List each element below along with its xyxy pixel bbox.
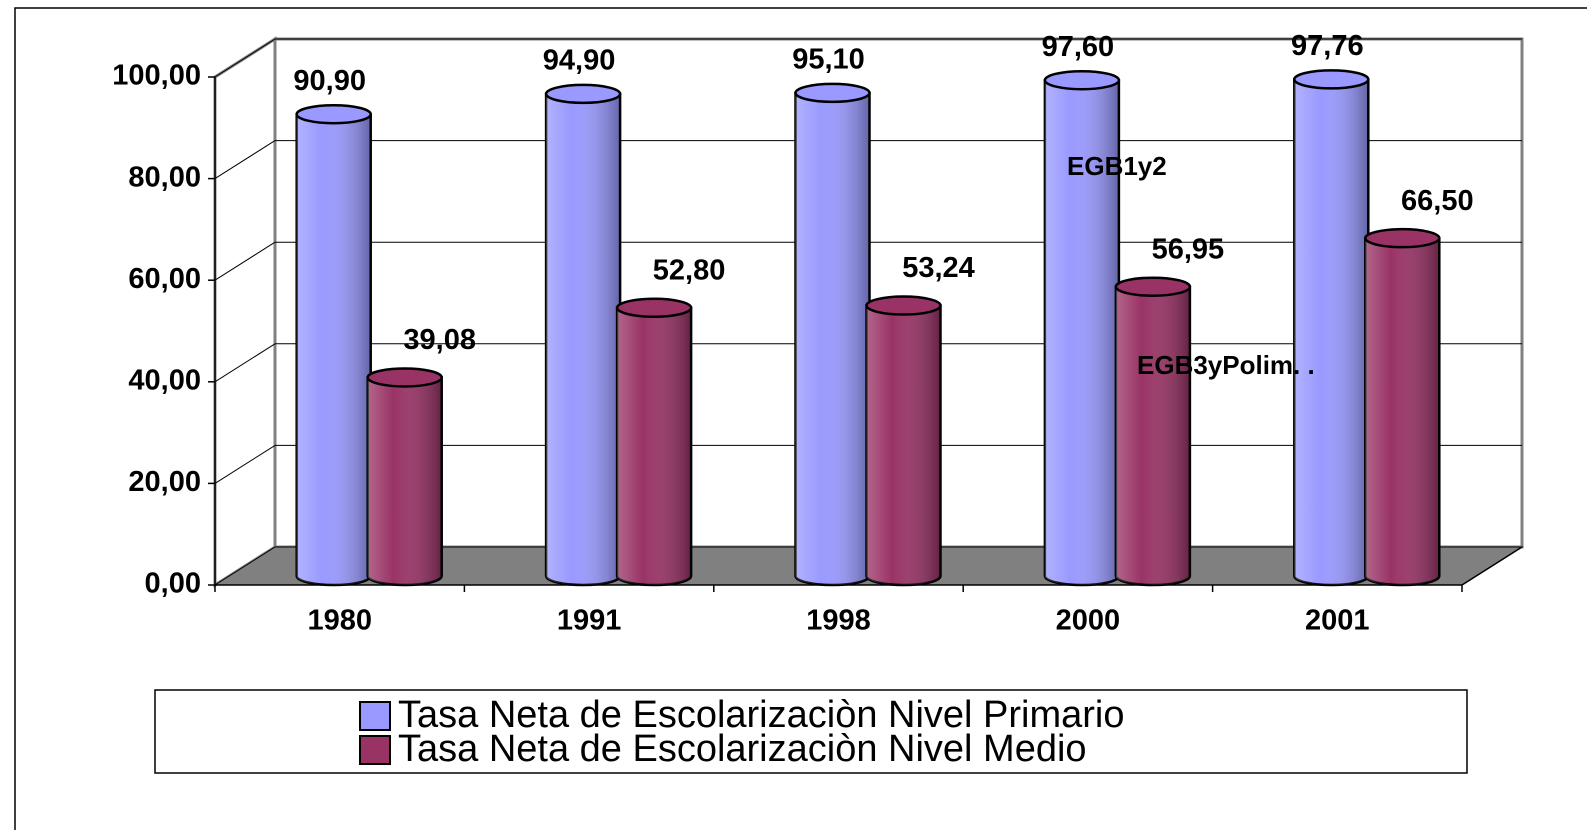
bar-top: [865, 295, 942, 316]
x-tick-label: 1998: [806, 605, 871, 637]
y-tick-label: 60,00: [128, 263, 201, 295]
value-label: 56,95: [1152, 233, 1225, 265]
grid-line: [214, 343, 276, 383]
value-label: 52,80: [653, 254, 726, 286]
bar-top: [366, 367, 443, 388]
annotation: EGB1y2: [1067, 151, 1167, 181]
bar-shade: [1115, 286, 1190, 585]
value-label: 39,08: [403, 324, 476, 356]
floor-edge: [1461, 546, 1523, 586]
legend-swatch: [359, 735, 391, 765]
grid-line: [214, 38, 276, 78]
bar-top: [1293, 69, 1370, 90]
y-tick-label: 100,00: [112, 60, 201, 92]
bar-top: [794, 82, 871, 104]
bar-top: [1043, 69, 1121, 91]
value-label: 94,90: [543, 45, 616, 77]
bar-top: [1114, 276, 1192, 297]
annotation: EGB3yPolim. .: [1137, 350, 1315, 380]
bar-shade: [296, 114, 371, 585]
y-tick-label: 40,00: [128, 364, 201, 396]
value-label: 90,90: [293, 65, 366, 97]
x-tick-label: 2001: [1305, 605, 1370, 637]
x-tick-label: 2000: [1056, 605, 1121, 637]
grid-line: [214, 444, 276, 484]
grid-line: [214, 140, 276, 180]
x-tick-label: 1980: [307, 605, 372, 637]
y-tick-label: 80,00: [128, 161, 201, 193]
bar-shade: [1044, 80, 1119, 585]
bar-top: [544, 83, 622, 105]
bar-shade: [795, 92, 870, 585]
bar-top: [1364, 227, 1441, 249]
value-label: 95,10: [792, 44, 865, 76]
x-tick-label: 1991: [557, 605, 622, 637]
y-tick-label: 0,00: [145, 568, 201, 600]
value-label: 97,76: [1291, 30, 1364, 62]
y-tick-label: 20,00: [128, 466, 201, 498]
value-label: 97,60: [1042, 31, 1115, 63]
legend-swatch: [359, 701, 391, 731]
bar-shade: [1365, 238, 1440, 585]
grid-line: [214, 241, 276, 281]
legend-label: Tasa Neta de Escolarizaciòn Nivel Medio: [398, 728, 1087, 770]
bar-shade: [866, 305, 941, 585]
value-label: 53,24: [902, 252, 975, 284]
bar-shade: [1294, 79, 1369, 585]
bar-shade: [367, 377, 442, 585]
bar-top: [295, 103, 372, 125]
bar-top: [615, 297, 693, 319]
bar-shade: [546, 93, 621, 585]
value-label: 66,50: [1401, 185, 1474, 217]
bar-shade: [617, 307, 692, 585]
side-wall: [213, 36, 277, 588]
legend-label: Tasa Neta de Escolarizaciòn Nivel Primar…: [398, 694, 1125, 736]
